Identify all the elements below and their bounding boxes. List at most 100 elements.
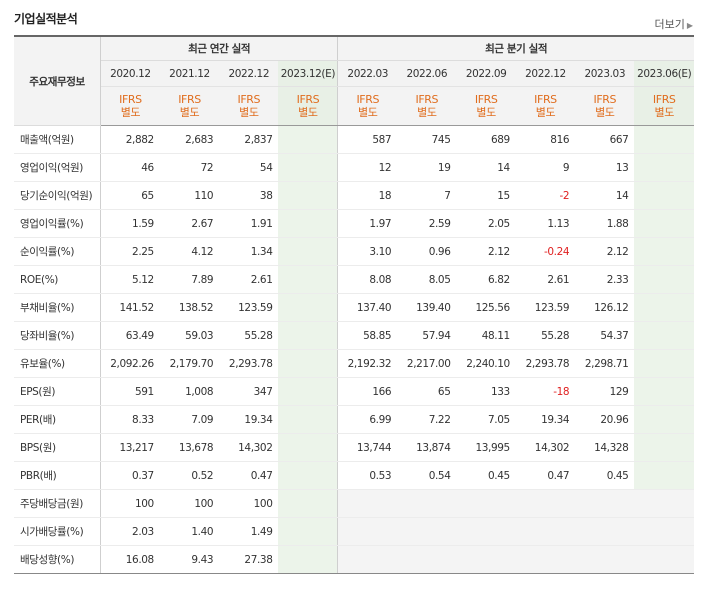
quarter-cell: 126.12 [575,293,635,322]
quarter-cell [634,265,694,294]
row-label: 당기순이익(억원) [14,181,101,210]
annual-cell: 13,678 [159,433,220,462]
quarter-cell: 123.59 [515,293,576,322]
table-row: 영업이익률(%) 1.59 2.67 1.91 1.97 2.59 2.05 1.13 1.88 [14,209,694,238]
annual-cell [278,433,338,462]
quarter-cell: 139.40 [397,293,457,322]
annual-cell: 100 [219,489,279,518]
quarter-cell [397,489,457,518]
table-row: ROE(%) 5.12 7.89 2.61 8.08 8.05 6.82 2.61 2.33 [14,265,694,294]
quarter-cell: 129 [575,377,635,406]
annual-cell [278,153,338,182]
quarter-cell: 0.45 [456,461,516,490]
row-label: 유보율(%) [14,349,101,378]
annual-period-estimate: 2023.12(E) [278,60,338,87]
annual-cell: 65 [100,181,160,210]
annual-cell: 38 [219,181,279,210]
quarter-cell: 55.28 [515,321,576,350]
table-row: 부채비율(%) 141.52 138.52 123.59 137.40 139.40 125… [14,293,694,322]
annual-cell: 2,293.78 [219,349,279,378]
table-row: 영업이익(억원) 46 72 54 12 19 14 9 13 [14,153,694,182]
ifrs-label: IFRS [178,93,201,106]
more-link-label[interactable]: 더보기 [654,18,685,31]
quarter-cell [634,405,694,434]
annual-cell: 59.03 [159,321,220,350]
annual-cell: 110 [159,181,220,210]
row-label: BPS(원) [14,433,101,462]
annual-cell [278,461,338,490]
annual-period: 2020.12 [100,60,160,87]
quarter-cell: 689 [456,125,516,154]
separate-label: 별도 [595,106,615,119]
quarter-cell: 12 [337,153,398,182]
quarter-cell [634,293,694,322]
quarter-period: 2022.09 [456,60,516,87]
annual-cell: 7.89 [159,265,220,294]
quarter-cell [634,153,694,182]
ifrs-badge: IFRS 별도 [397,86,457,126]
more-link[interactable]: 더보기 ▶ [654,16,693,32]
quarter-cell: 7.22 [397,405,457,434]
quarter-period: 2022.12 [515,60,576,87]
quarter-cell: 3.10 [337,237,398,266]
annual-cell: 63.49 [100,321,160,350]
quarter-cell: 14,302 [515,433,576,462]
quarter-cell: -0.24 [515,237,576,266]
quarter-cell [456,517,516,546]
quarter-cell [575,517,635,546]
quarter-cell: -2 [515,181,576,210]
quarter-cell [634,209,694,238]
separate-label: 별도 [120,106,141,119]
quarter-cell: 14,328 [575,433,635,462]
quarter-cell: 19.34 [515,405,576,434]
quarter-period-estimate: 2023.06(E) [634,60,694,87]
quarter-cell: 14 [575,181,635,210]
ifrs-label: IFRS [296,93,320,106]
quarter-cell: 7 [397,181,457,210]
quarter-cell: 13,995 [456,433,516,462]
annual-cell: 27.38 [219,545,279,574]
quarter-cell: 0.54 [397,461,457,490]
annual-cell: 2,179.70 [159,349,220,378]
row-label: PER(배) [14,405,101,434]
table-row: 배당성향(%) 16.08 9.43 27.38 [14,545,694,574]
ifrs-label: IFRS [534,93,557,106]
annual-cell [278,545,338,574]
annual-cell: 2.25 [100,237,160,266]
quarter-cell [634,237,694,266]
quarter-cell: 19 [397,153,457,182]
annual-cell: 0.52 [159,461,220,490]
annual-cell [278,405,338,434]
annual-cell: 1.34 [219,237,279,266]
table-row: 유보율(%) 2,092.26 2,179.70 2,293.78 2,192.32 2,… [14,349,694,378]
annual-cell [278,293,338,322]
annual-cell: 72 [159,153,220,182]
annual-cell: 2,837 [219,125,279,154]
quarter-cell [634,489,694,518]
quarter-cell [634,181,694,210]
separate-label: 별도 [535,106,556,119]
annual-cell [278,321,338,350]
quarter-cell: 8.05 [397,265,457,294]
quarter-group-header: 최근 분기 실적 [337,35,694,61]
annual-cell: 2.61 [219,265,279,294]
quarter-cell: 15 [456,181,516,210]
annual-cell: 8.33 [100,405,160,434]
annual-cell: 9.43 [159,545,220,574]
row-label: 영업이익률(%) [14,209,101,238]
ifrs-badge: IFRS 별도 [456,86,516,126]
quarter-cell [634,125,694,154]
quarter-cell: 137.40 [337,293,398,322]
quarter-cell [575,545,635,574]
annual-cell: 347 [219,377,279,406]
financial-table: 주요재무정보 최근 연간 실적 최근 분기 실적 2020.12 2021.12… [14,35,694,574]
row-label: 부채비율(%) [14,293,101,322]
annual-cell: 1.91 [219,209,279,238]
quarter-cell: 667 [575,125,635,154]
ifrs-badge: IFRS 별도 [515,86,576,126]
row-label: 주당배당금(원) [14,489,101,518]
ifrs-badge: IFRS 별도 [219,86,279,126]
quarter-cell: 2,298.71 [575,349,635,378]
annual-cell: 19.34 [219,405,279,434]
row-label: 시가배당률(%) [14,517,101,546]
